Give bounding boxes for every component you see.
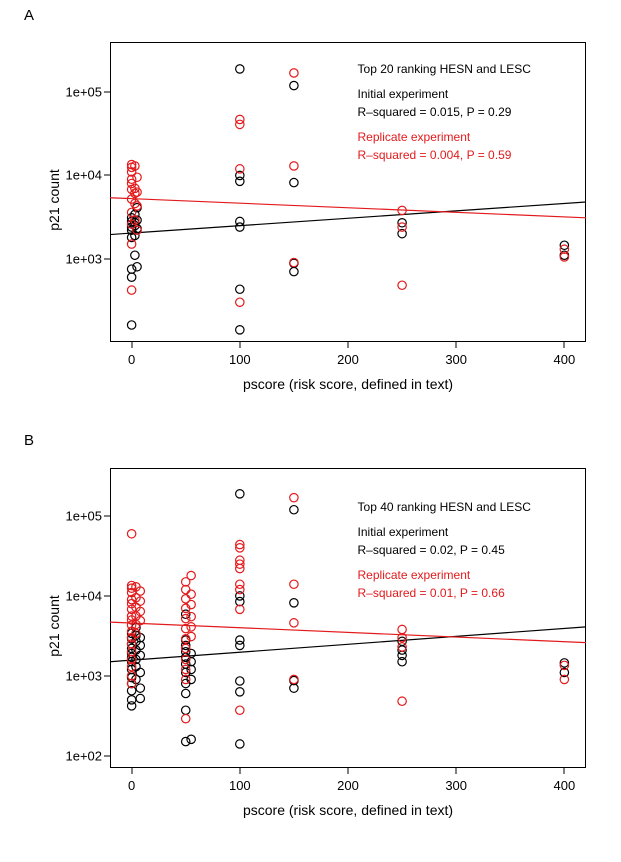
annotation-box-a: Top 20 ranking HESN and LESC Initial exp… [358, 60, 531, 164]
panel-label-a: A [24, 7, 34, 24]
replicate-point [398, 697, 406, 705]
initial-point [290, 81, 298, 89]
replicate-label-2-a: R–squared = 0.004, P = 0.59 [358, 146, 531, 164]
y-tick-label: 1e+02 [65, 748, 102, 763]
replicate-point [187, 612, 195, 620]
initial-point [182, 689, 190, 697]
x-axis-title-b: pscore (risk score, defined in text) [243, 802, 453, 818]
initial-point [127, 321, 135, 329]
replicate-point [182, 715, 190, 723]
x-tick-label: 100 [229, 352, 251, 367]
x-axis-title-a: pscore (risk score, defined in text) [243, 376, 453, 392]
y-tick-label: 1e+03 [65, 668, 102, 683]
replicate-point [133, 173, 141, 181]
initial-label-1-a: Initial experiment [358, 85, 531, 103]
initial-point [236, 641, 244, 649]
replicate-point [236, 120, 244, 128]
scatter-plot-a: p21 count pscore (risk score, defined in… [110, 42, 586, 342]
x-tick-label: 300 [445, 778, 467, 793]
initial-point [398, 658, 406, 666]
initial-label-1-b: Initial experiment [358, 523, 531, 541]
replicate-label-2-b: R–squared = 0.01, P = 0.66 [358, 584, 531, 602]
y-tick-label: 1e+03 [65, 251, 102, 266]
y-tick-label: 1e+05 [65, 509, 102, 524]
initial-point [182, 706, 190, 714]
initial-point [136, 668, 144, 676]
x-tick-label: 200 [337, 352, 359, 367]
replicate-point [187, 571, 195, 579]
initial-point [236, 177, 244, 185]
replicate-point [398, 281, 406, 289]
initial-point [236, 223, 244, 231]
y-tick-label: 1e+04 [65, 588, 102, 603]
replicate-point [290, 162, 298, 170]
y-tick-label: 1e+05 [65, 85, 102, 100]
initial-point [136, 684, 144, 692]
annotation-box-b: Top 40 ranking HESN and LESC Initial exp… [358, 498, 531, 602]
initial-point [236, 65, 244, 73]
replicate-point [398, 625, 406, 633]
y-axis-title-b: p21 count [46, 595, 62, 657]
replicate-point [187, 623, 195, 631]
x-tick-label: 100 [229, 778, 251, 793]
initial-point [127, 273, 135, 281]
replicate-point [236, 585, 244, 593]
x-tick-label: 0 [128, 352, 135, 367]
replicate-regression-line [110, 198, 586, 218]
initial-point [133, 263, 141, 271]
initial-point [236, 740, 244, 748]
initial-point [290, 599, 298, 607]
title-line-a: Top 20 ranking HESN and LESC [358, 60, 531, 78]
replicate-point [290, 69, 298, 77]
x-tick-label: 400 [554, 778, 576, 793]
scatter-plot-b: p21 count pscore (risk score, defined in… [110, 468, 586, 768]
initial-point [236, 285, 244, 293]
initial-label-2-a: R–squared = 0.015, P = 0.29 [358, 103, 531, 121]
initial-point [236, 490, 244, 498]
initial-point [290, 267, 298, 275]
initial-point [127, 702, 135, 710]
replicate-label-1-b: Replicate experiment [358, 566, 531, 584]
initial-point [236, 326, 244, 334]
initial-point [131, 251, 139, 259]
title-line-b: Top 40 ranking HESN and LESC [358, 498, 531, 516]
panel-label-b: B [24, 432, 34, 449]
replicate-point [290, 493, 298, 501]
replicate-point [236, 115, 244, 123]
x-tick-label: 200 [337, 778, 359, 793]
initial-point [236, 677, 244, 685]
initial-point [136, 694, 144, 702]
replicate-point [236, 706, 244, 714]
x-tick-label: 0 [128, 778, 135, 793]
initial-point [290, 178, 298, 186]
replicate-point [290, 619, 298, 627]
initial-point [236, 688, 244, 696]
y-tick-label: 1e+04 [65, 168, 102, 183]
x-tick-label: 300 [445, 352, 467, 367]
replicate-point [290, 580, 298, 588]
replicate-point [127, 530, 135, 538]
x-tick-label: 400 [554, 352, 576, 367]
initial-point [187, 735, 195, 743]
initial-point [290, 506, 298, 514]
replicate-point [187, 590, 195, 598]
initial-label-2-b: R–squared = 0.02, P = 0.45 [358, 541, 531, 559]
y-axis-title-a: p21 count [46, 169, 62, 231]
initial-regression-line [110, 202, 586, 235]
initial-point [182, 737, 190, 745]
replicate-point [236, 298, 244, 306]
replicate-point [127, 286, 135, 294]
initial-point [127, 265, 135, 273]
replicate-label-1-a: Replicate experiment [358, 128, 531, 146]
figure-root: A p21 count pscore (risk score, defined … [0, 0, 621, 862]
